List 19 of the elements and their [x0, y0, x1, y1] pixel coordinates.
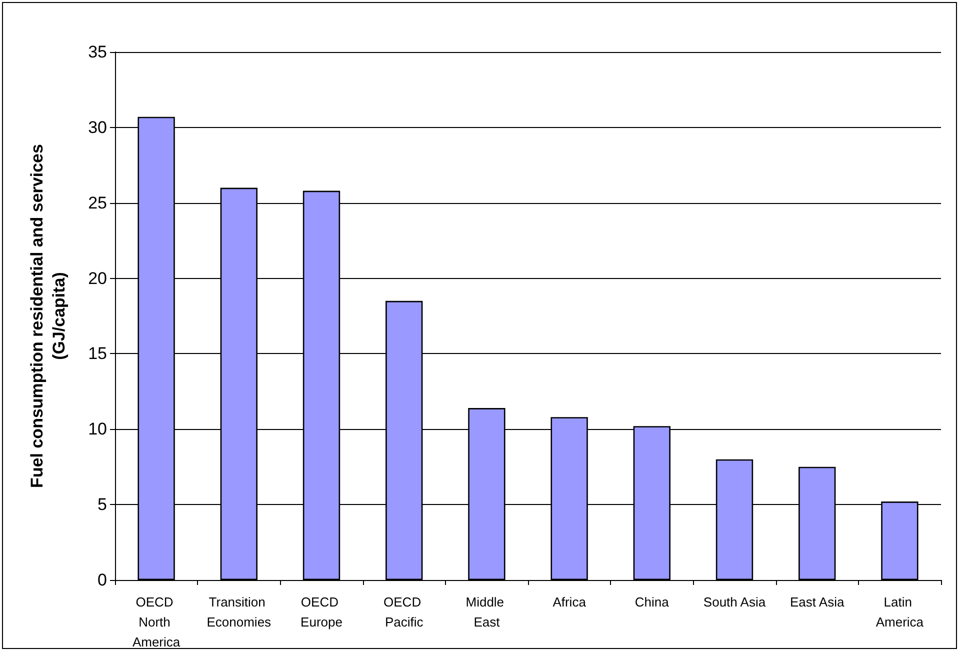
y-tick-label: 35	[88, 42, 107, 62]
x-tick-label: Africa	[552, 594, 587, 610]
x-tick-label: South Asia	[703, 594, 766, 610]
y-tick-label: 0	[98, 570, 107, 590]
y-tick-label: 15	[88, 344, 107, 364]
y-tick-label: 10	[88, 420, 107, 439]
x-tick-label: OECD Europe	[300, 594, 342, 630]
y-tick-label: 5	[98, 495, 107, 514]
y-tick-label: 30	[88, 118, 107, 137]
y-tick-label: 20	[88, 268, 107, 288]
x-tick-label: OECD North America	[132, 594, 181, 650]
y-tick-label: 25	[88, 193, 107, 212]
y-axis-title: Fuel consumption residential and services (GJ/capita)	[28, 144, 68, 488]
x-tick-label: Middle East	[466, 594, 508, 630]
x-tick-label: China	[634, 594, 670, 610]
x-tick-label: OECD Pacific	[384, 594, 425, 630]
x-tick-label: Transition Economies	[206, 594, 272, 630]
x-tick-label: East Asia	[790, 594, 845, 610]
x-tick-label: Latin America	[876, 594, 924, 630]
